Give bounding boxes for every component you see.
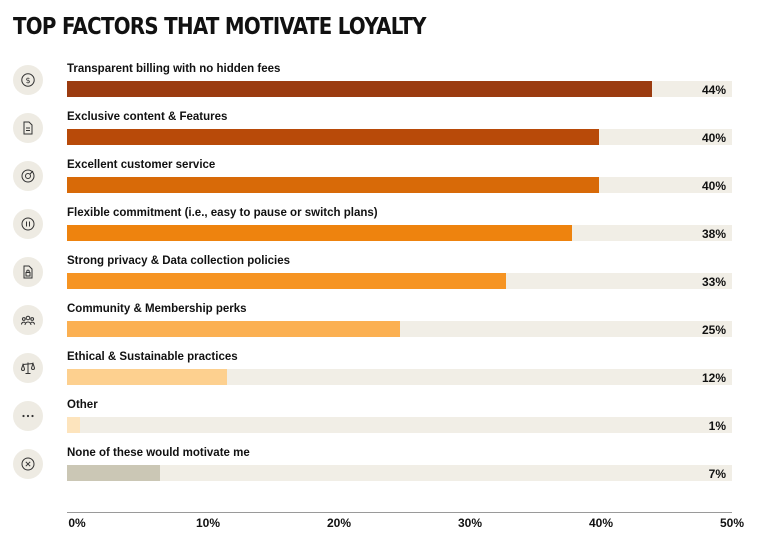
bar-row: Ethical & Sustainable practices 12%: [0, 351, 757, 397]
x-tick-label: 0%: [68, 516, 86, 530]
bar: [67, 129, 599, 145]
people-icon: [13, 305, 43, 335]
value-label: 44%: [701, 83, 726, 97]
support-icon: [13, 161, 43, 191]
bar-row: $ Transparent billing with no hidden fees…: [0, 63, 757, 109]
x-tick-label: 50%: [719, 516, 745, 530]
category-label: Community & Membership perks: [67, 303, 247, 315]
value-label: 33%: [701, 275, 726, 289]
svg-text:$: $: [25, 76, 30, 85]
category-label: Other: [67, 399, 98, 411]
bar-row: Excellent customer service 40%: [0, 159, 757, 205]
x-tick-label: 10%: [195, 516, 221, 530]
value-label: 38%: [701, 227, 726, 241]
bar-track: 33%: [67, 273, 732, 289]
bar-track: 40%: [67, 129, 732, 145]
bar-row: Flexible commitment (i.e., easy to pause…: [0, 207, 757, 253]
category-label: Strong privacy & Data collection policie…: [67, 255, 291, 267]
bar-track: 12%: [67, 369, 732, 385]
bar: [67, 321, 400, 337]
bar: [67, 225, 573, 241]
value-label: 40%: [701, 131, 726, 145]
scale-icon: [13, 353, 43, 383]
chart-title: TOP FACTORS THAT MOTIVATE LOYALTY: [13, 14, 426, 40]
bar-track: 7%: [67, 465, 732, 481]
bar-row: Community & Membership perks 25%: [0, 303, 757, 349]
category-label: None of these would motivate me: [67, 447, 250, 459]
category-label: Transparent billing with no hidden fees: [67, 63, 281, 75]
bar-track: 25%: [67, 321, 732, 337]
value-label: 1%: [708, 419, 726, 433]
category-label: Exclusive content & Features: [67, 111, 228, 123]
value-label: 12%: [701, 371, 726, 385]
x-icon: [13, 449, 43, 479]
dollar-icon: $: [13, 65, 43, 95]
value-label: 25%: [701, 323, 726, 337]
bar-row: Other 1%: [0, 399, 757, 445]
bar: [67, 465, 161, 481]
x-axis-line: [67, 512, 732, 513]
more-icon: [13, 401, 43, 431]
bar-row: Exclusive content & Features 40%: [0, 111, 757, 157]
pause-icon: [13, 209, 43, 239]
bar: [67, 273, 506, 289]
x-tick-label: 30%: [457, 516, 483, 530]
category-label: Flexible commitment (i.e., easy to pause…: [67, 207, 378, 219]
x-tick-label: 20%: [326, 516, 352, 530]
category-label: Excellent customer service: [67, 159, 216, 171]
document-icon: [13, 113, 43, 143]
bar-row: None of these would motivate me 7%: [0, 447, 757, 493]
bar: [67, 369, 227, 385]
category-label: Ethical & Sustainable practices: [67, 351, 238, 363]
lock-doc-icon: [13, 257, 43, 287]
value-label: 40%: [701, 179, 726, 193]
bar: [67, 417, 81, 433]
x-tick-label: 40%: [588, 516, 614, 530]
bar: [67, 81, 653, 97]
bar-track: 1%: [67, 417, 732, 433]
bar-track: 40%: [67, 177, 732, 193]
bar: [67, 177, 599, 193]
bar-track: 38%: [67, 225, 732, 241]
bar-row: Strong privacy & Data collection policie…: [0, 255, 757, 301]
bar-track: 44%: [67, 81, 732, 97]
value-label: 7%: [708, 467, 726, 481]
